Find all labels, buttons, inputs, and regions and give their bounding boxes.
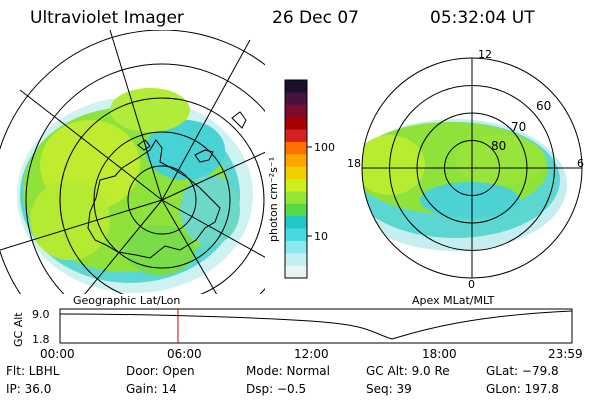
coastline-antarctica (87, 111, 247, 259)
colorbar-swatch (285, 191, 307, 205)
altitude-xtick-2359: 23:59 (548, 347, 583, 361)
mlt-label-12: 12 (478, 48, 492, 61)
colorbar-swatch (285, 154, 307, 168)
colorbar-tick-label-10: 10 (314, 230, 328, 243)
instrument-title: Ultraviolet Imager (30, 8, 184, 28)
colorbar-swatch (285, 92, 307, 106)
geographic-map (0, 30, 265, 294)
colorbar-swatch (285, 216, 307, 229)
gain-status: Gain: 14 (126, 382, 177, 396)
mlt-label-6: 6 (577, 157, 584, 170)
colorbar-swatch (285, 104, 307, 118)
colorbar-label: photon cm⁻²s⁻¹ (267, 157, 280, 242)
door-status: Door: Open (126, 364, 195, 378)
dsp-status: Dsp: −0.5 (246, 382, 307, 396)
right-panel-caption: Apex MLat/MLT (412, 294, 495, 307)
colorbar-swatch (285, 166, 307, 180)
glon-status: GLon: 197.8 (486, 382, 559, 396)
date-label: 26 Dec 07 (272, 8, 359, 28)
colorbar-swatch (285, 141, 307, 155)
gc-alt-status: GC Alt: 9.0 Re (366, 364, 450, 378)
time-label: 05:32:04 UT (430, 8, 535, 28)
colorbar-swatch (285, 80, 307, 93)
left-panel-caption: Geographic Lat/Lon (73, 294, 180, 307)
mlat-label-80: 80 (491, 139, 506, 153)
colorbar-swatch (285, 117, 307, 130)
altitude-xtick-0600: 06:00 (167, 347, 202, 361)
filter-status: Flt: LBHL (6, 364, 60, 378)
altitude-xtick-1200: 12:00 (294, 347, 329, 361)
colorbar-swatches (285, 80, 307, 279)
altitude-frame (59, 308, 573, 344)
colorbar-swatch (285, 203, 307, 217)
altitude-xtick-1800: 18:00 (422, 347, 457, 361)
graticule-left (0, 30, 265, 294)
altitude-axis-label: GC Alt (12, 312, 25, 347)
altitude-ytick-9: 9.0 (32, 308, 50, 321)
colorbar-tick-label-100: 100 (314, 141, 335, 154)
mlt-label-18: 18 (347, 157, 361, 170)
colorbar-swatch (285, 228, 307, 242)
altitude-ytick-1-8: 1.8 (32, 333, 50, 346)
colorbar: 100 10 photon cm⁻²s⁻¹ (267, 79, 335, 279)
ip-status: IP: 36.0 (6, 382, 52, 396)
altitude-xtick-0000: 00:00 (40, 347, 75, 361)
aurora-image-right (362, 119, 567, 251)
mlat-label-70: 70 (511, 120, 526, 134)
altitude-curve (59, 310, 573, 340)
colorbar-swatch (285, 265, 307, 279)
mlat-label-60: 60 (536, 99, 551, 113)
glat-status: GLat: −79.8 (486, 364, 559, 378)
colorbar-swatch (285, 179, 307, 192)
seq-status: Seq: 39 (366, 382, 412, 396)
polar-grid (361, 57, 583, 279)
mlt-label-0: 0 (468, 278, 475, 291)
colorbar-swatch (285, 253, 307, 267)
mode-status: Mode: Normal (246, 364, 330, 378)
colorbar-frame (284, 79, 308, 279)
colorbar-swatch (285, 129, 307, 143)
altitude-strip: 9.0 1.8 GC Alt 00:00 06:00 12:00 18:00 2… (12, 308, 583, 361)
magnetic-polar-plot: 12 18 6 0 60 70 80 (347, 48, 584, 291)
colorbar-swatch (285, 240, 307, 254)
altitude-xticks: 00:00 06:00 12:00 18:00 23:59 (40, 347, 583, 361)
